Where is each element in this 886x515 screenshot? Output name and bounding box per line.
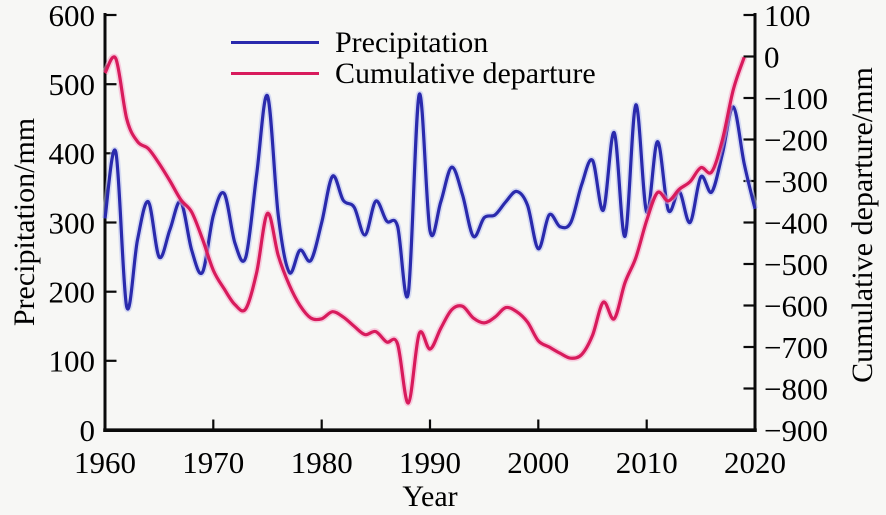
left-axis-tick-label-500: 500 [49,67,96,102]
x-axis-tick-label-1980: 1980 [291,445,353,480]
legend-line-precipitation [231,41,319,44]
legend-item-cumulative-departure: Cumulative departure [231,58,596,89]
precipitation-line [103,92,757,311]
right-axis-tick-label-100: 100 [764,0,811,33]
left-axis-tick-label-200: 200 [49,275,96,310]
x-axis-tick-label-2000: 2000 [507,445,569,480]
legend: Precipitation Cumulative departure [231,27,596,89]
left-axis-tick-label-400: 400 [49,136,96,171]
cumulative-departure-line [103,55,746,405]
left-axis-title: Precipitation/mm [8,117,41,327]
right-axis-tick-label--900: −900 [764,413,828,448]
x-axis-tick-label-2010: 2010 [616,445,678,480]
precipitation-line-halo [101,91,759,313]
right-axis-tick-label--600: −600 [764,288,828,323]
left-axis-tick-label-600: 600 [49,0,96,33]
left-axis-tick-label-100: 100 [49,344,96,379]
right-axis-tick-label--500: −500 [764,247,828,282]
x-axis-tick-label-1990: 1990 [399,445,461,480]
right-axis-tick-label--300: −300 [764,164,828,199]
x-axis-title: Year [402,480,458,513]
right-axis-tick-label--200: −200 [764,122,828,157]
right-axis-tick-label--700: −700 [764,330,828,365]
x-axis-tick-label-1970: 1970 [182,445,244,480]
legend-label-precipitation: Precipitation [335,25,489,59]
legend-item-precipitation: Precipitation [231,27,596,58]
left-axis-tick-label-300: 300 [49,205,96,240]
right-axis-title: Cumulative departure/mm [846,67,879,383]
legend-line-cumulative-departure [231,72,319,75]
right-axis-tick-label--400: −400 [764,205,828,240]
right-axis-tick-label--800: −800 [764,371,828,406]
x-axis-tick-label-2020: 2020 [724,445,786,480]
left-axis-tick-label-0: 0 [80,413,96,448]
x-axis-tick-label-1960: 1960 [74,445,136,480]
right-axis-tick-label--100: −100 [764,81,828,116]
legend-label-cumulative-departure: Cumulative departure [335,56,596,90]
right-axis-tick-label-0: 0 [764,39,780,74]
